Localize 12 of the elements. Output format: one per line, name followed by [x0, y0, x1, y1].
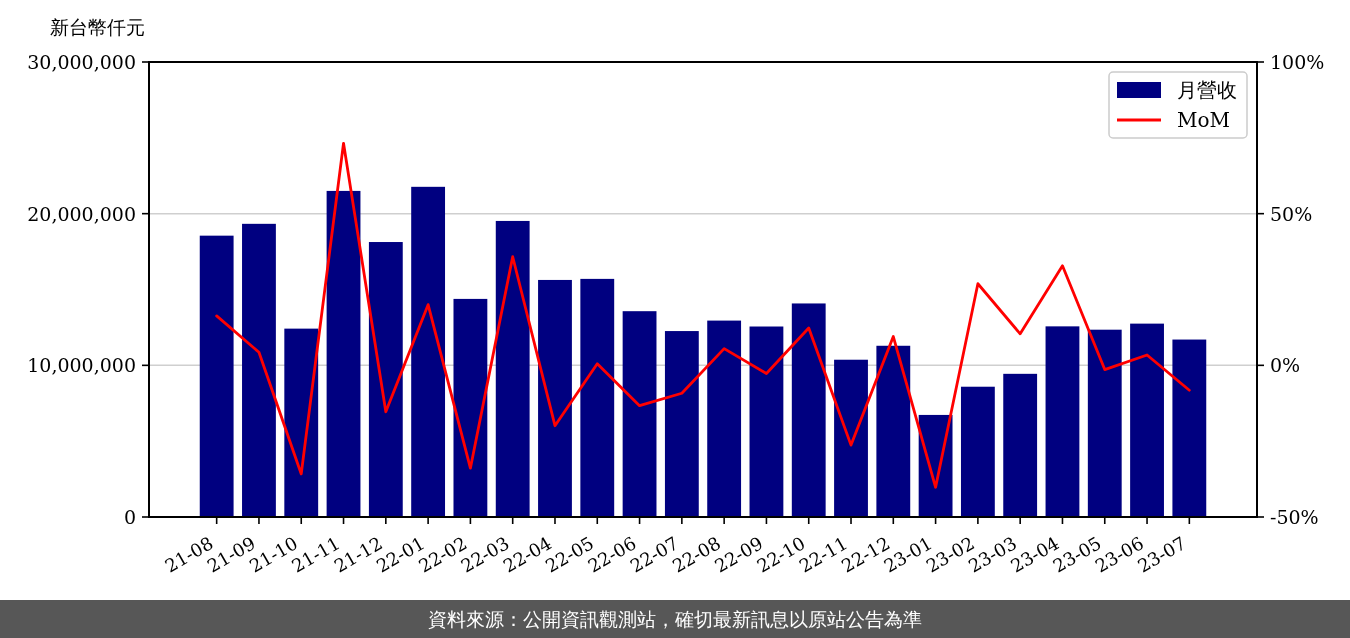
- y2-tick-label: 100%: [1270, 51, 1325, 73]
- y-tick-label: 0: [123, 506, 136, 528]
- y-tick-label: 10,000,000: [27, 354, 136, 377]
- source-note: 資料來源：公開資訊觀測站，確切最新訊息以原站公告為準: [428, 608, 922, 630]
- y2-tick-label: 50%: [1270, 202, 1313, 225]
- y-tick-label: 30,000,000: [27, 51, 136, 73]
- y2-tick-label: -50%: [1270, 506, 1319, 528]
- legend-label: 月營收: [1177, 78, 1237, 102]
- legend-label: MoM: [1177, 108, 1230, 132]
- y-tick-label: 20,000,000: [27, 202, 136, 225]
- y2-tick-label: 0%: [1270, 354, 1301, 377]
- y-axis-title: 新台幣仟元: [50, 16, 145, 38]
